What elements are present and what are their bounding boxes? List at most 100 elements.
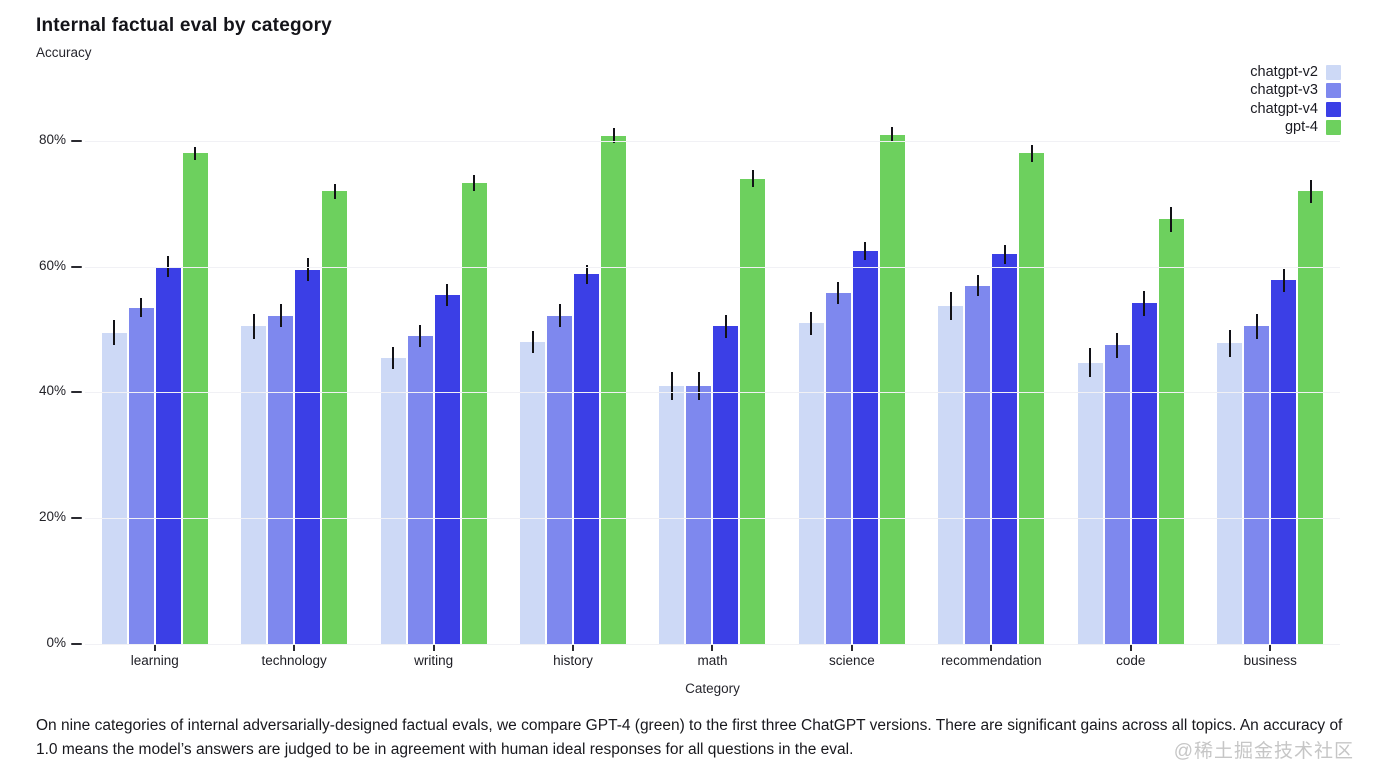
y-tick-mark bbox=[71, 265, 82, 268]
legend-label: chatgpt-v4 bbox=[1250, 100, 1318, 117]
x-tick-code bbox=[1129, 644, 1132, 651]
bar-chatgpt-v3-code bbox=[1104, 332, 1130, 644]
legend-label: chatgpt-v2 bbox=[1250, 63, 1318, 80]
error-bar bbox=[1309, 179, 1312, 203]
bar-groups: learning technology writing history math scie… bbox=[85, 83, 1340, 668]
error-bar bbox=[279, 304, 282, 328]
bar-chatgpt-v3-recommendation bbox=[965, 274, 991, 644]
y-tick-mark bbox=[71, 517, 82, 520]
x-tick-label-history: history bbox=[553, 653, 593, 668]
bar-chatgpt-v4-writing bbox=[434, 284, 460, 644]
error-bar bbox=[252, 313, 255, 339]
gridline-40% bbox=[85, 392, 1340, 394]
bar-chatgpt-v4-history bbox=[574, 264, 600, 644]
error-bar bbox=[392, 347, 395, 369]
error-bar bbox=[837, 282, 840, 304]
error-bar bbox=[670, 372, 673, 400]
chart-caption: On nine categories of internal adversari… bbox=[36, 717, 1343, 758]
error-bar bbox=[419, 324, 422, 348]
bar-chatgpt-v2-science bbox=[798, 311, 824, 644]
error-bar bbox=[1030, 145, 1033, 162]
error-bar bbox=[140, 298, 143, 317]
bar-chatgpt-v4-math bbox=[713, 315, 739, 644]
gridline-0% bbox=[85, 644, 1340, 645]
x-tick-label-science: science bbox=[829, 653, 875, 668]
y-tick-label: 0% bbox=[46, 635, 66, 650]
x-tick-label-writing: writing bbox=[414, 653, 454, 668]
error-bar bbox=[306, 258, 309, 282]
x-tick-business bbox=[1269, 644, 1272, 651]
bar-chatgpt-v2-writing bbox=[380, 347, 406, 644]
bar-group-science: science bbox=[798, 83, 905, 668]
bar-group-learning: learning bbox=[101, 83, 208, 668]
legend-item-chatgpt-v4: chatgpt-v4 bbox=[1250, 100, 1341, 118]
y-tick-label: 20% bbox=[38, 509, 66, 525]
x-tick-label-technology: technology bbox=[261, 653, 327, 668]
bar-gpt-4-technology bbox=[322, 183, 348, 644]
legend-item-gpt-4: gpt-4 bbox=[1250, 119, 1341, 137]
error-bar bbox=[1089, 348, 1092, 378]
error-bar bbox=[864, 241, 867, 261]
error-bar bbox=[1003, 244, 1006, 264]
y-axis-title-accuracy: Accuracy bbox=[36, 45, 92, 60]
error-bar bbox=[473, 175, 476, 191]
bar-chatgpt-v3-history bbox=[547, 304, 573, 644]
y-tick-label: 60% bbox=[38, 257, 66, 273]
error-bar bbox=[1255, 313, 1258, 339]
x-tick-label-math: math bbox=[697, 653, 728, 668]
x-tick-science bbox=[850, 644, 853, 651]
x-tick-technology bbox=[293, 644, 296, 651]
bar-group-recommendation: recommendation bbox=[938, 83, 1045, 668]
error-bar bbox=[446, 284, 449, 306]
y-tick-mark bbox=[71, 643, 82, 645]
bar-gpt-4-math bbox=[740, 170, 766, 644]
bar-gpt-4-learning bbox=[182, 147, 208, 644]
bar-chatgpt-v3-writing bbox=[407, 324, 433, 644]
gridline-60% bbox=[85, 266, 1340, 268]
legend-swatch-icon bbox=[1326, 83, 1341, 98]
bar-chatgpt-v2-code bbox=[1077, 348, 1103, 644]
legend: chatgpt-v2 chatgpt-v3 chatgpt-v4 gpt-4 bbox=[1250, 63, 1341, 137]
error-bar bbox=[1116, 332, 1119, 358]
error-bar bbox=[810, 311, 813, 335]
bar-chatgpt-v4-code bbox=[1131, 290, 1157, 644]
x-tick-label-business: business bbox=[1243, 653, 1297, 668]
bar-chatgpt-v2-math bbox=[659, 372, 685, 644]
gridline-80% bbox=[85, 140, 1340, 142]
error-bar bbox=[531, 330, 534, 354]
legend-item-chatgpt-v3: chatgpt-v3 bbox=[1250, 82, 1341, 100]
bar-chatgpt-v2-business bbox=[1217, 329, 1243, 644]
error-bar bbox=[949, 292, 952, 321]
y-tick-label: 80% bbox=[38, 131, 66, 147]
bar-group-code: code bbox=[1077, 83, 1184, 668]
bar-chatgpt-v4-technology bbox=[295, 258, 321, 644]
error-bar bbox=[194, 147, 197, 160]
x-tick-math bbox=[711, 644, 714, 651]
x-tick-label-recommendation: recommendation bbox=[941, 653, 1042, 668]
legend-swatch-icon bbox=[1326, 64, 1341, 80]
bar-chatgpt-v2-recommendation bbox=[938, 292, 964, 644]
bar-gpt-4-writing bbox=[461, 175, 487, 644]
bar-gpt-4-recommendation bbox=[1019, 145, 1045, 644]
chart-title: Internal factual eval by category bbox=[36, 15, 332, 36]
error-bar bbox=[1228, 329, 1231, 358]
x-axis-title: Category bbox=[685, 681, 740, 696]
error-bar bbox=[751, 170, 754, 187]
error-bar bbox=[724, 315, 727, 338]
error-bar bbox=[585, 264, 588, 284]
bar-chatgpt-v4-learning bbox=[155, 255, 181, 644]
bar-chatgpt-v2-history bbox=[520, 330, 546, 644]
bar-chatgpt-v2-technology bbox=[241, 313, 267, 644]
legend-item-chatgpt-v2: chatgpt-v2 bbox=[1250, 63, 1341, 81]
error-bar bbox=[1282, 269, 1285, 292]
error-bar bbox=[976, 274, 979, 297]
error-bar bbox=[113, 320, 116, 346]
error-bar bbox=[1143, 290, 1146, 316]
error-bar bbox=[612, 128, 615, 144]
bar-group-history: history bbox=[520, 83, 627, 668]
bar-chatgpt-v3-math bbox=[686, 372, 712, 644]
legend-label: gpt-4 bbox=[1284, 119, 1318, 135]
bar-gpt-4-code bbox=[1158, 206, 1184, 644]
legend-swatch-icon bbox=[1326, 101, 1341, 117]
